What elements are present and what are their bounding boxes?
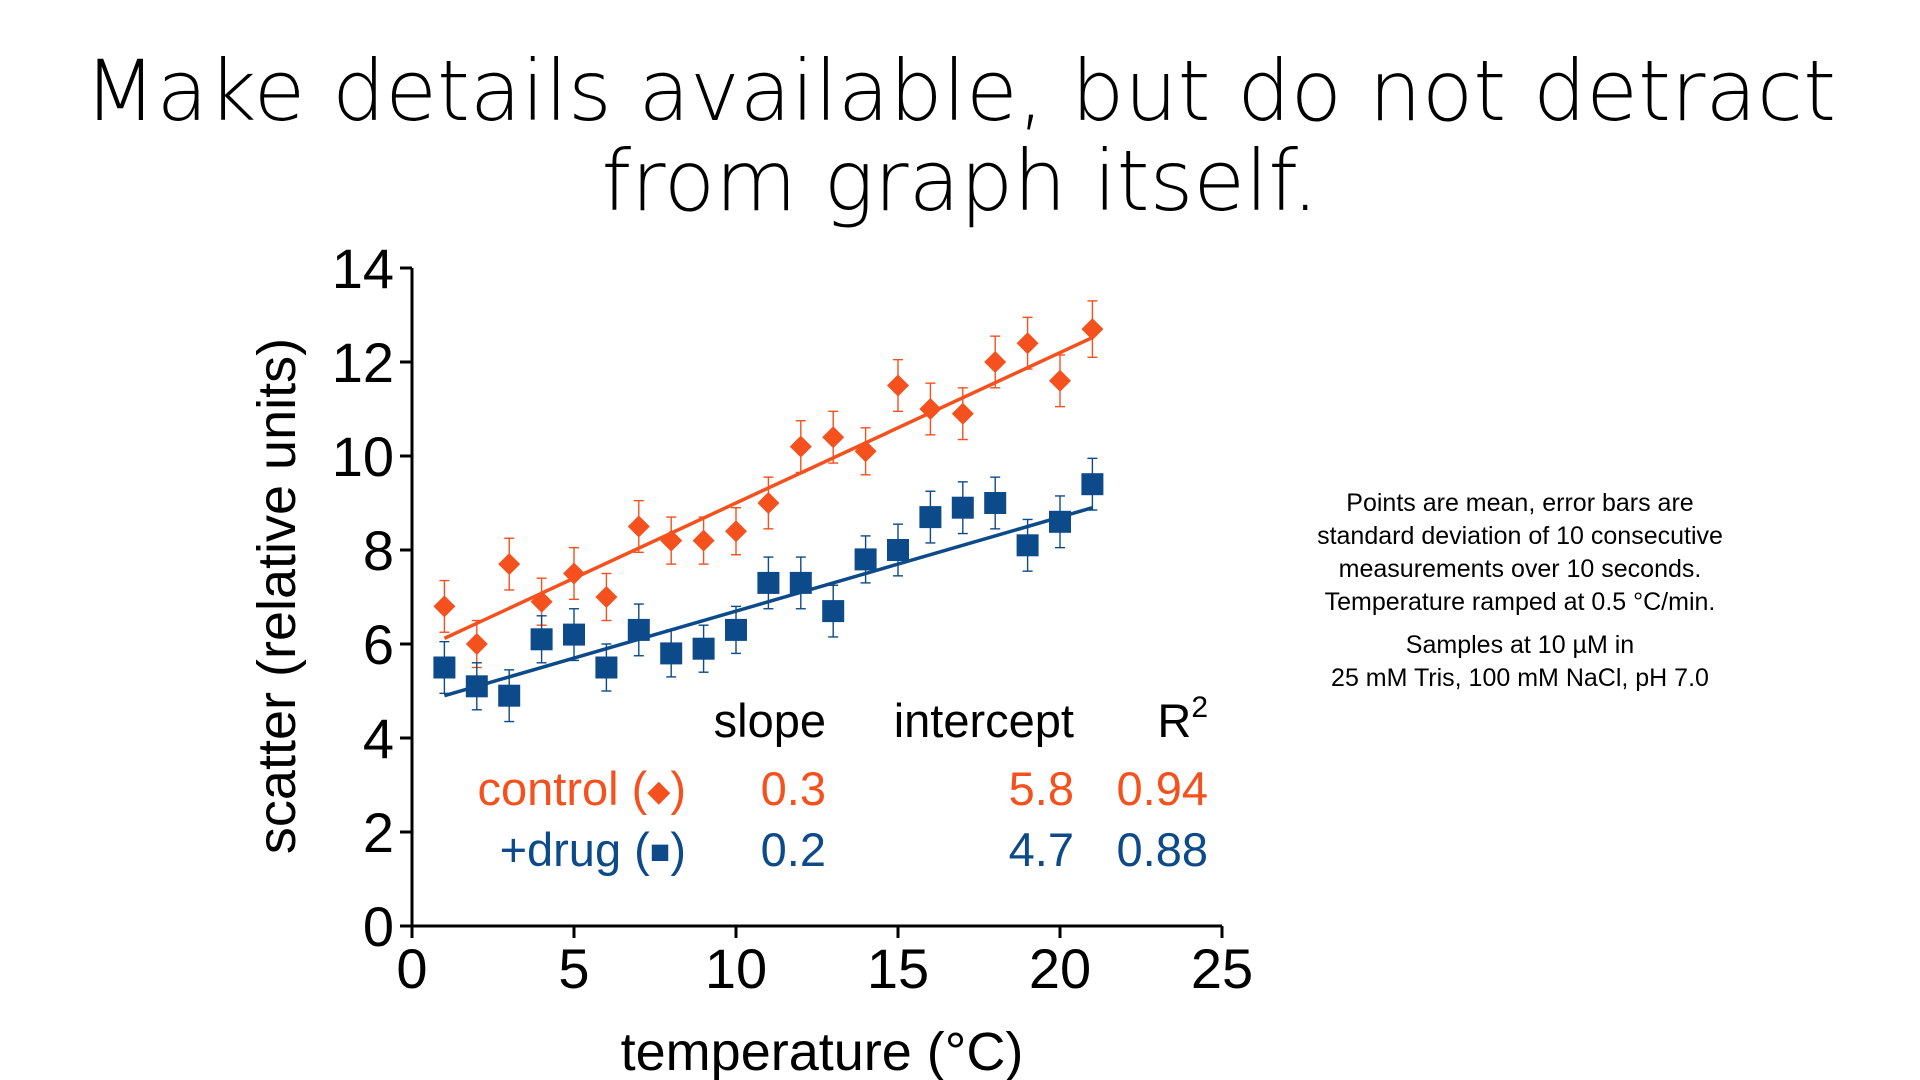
- y-tick-label: 6: [363, 613, 394, 676]
- control-data-point: [1016, 332, 1039, 355]
- drug-data-point: [951, 496, 974, 519]
- stats-row-drug-label: +drug (■): [500, 823, 686, 876]
- drug-data-point: [854, 548, 877, 571]
- chart-series: [433, 300, 1104, 723]
- drug-data-point: [595, 656, 618, 679]
- stats-row-drug-slope: 0.2: [761, 823, 826, 876]
- y-axis-label: scatter (relative units): [247, 338, 307, 854]
- stats-header-intercept: intercept: [894, 694, 1074, 747]
- stats-header-r-sup: 2: [1191, 691, 1208, 724]
- y-tick-label: 8: [363, 519, 394, 582]
- control-data-point: [627, 515, 650, 538]
- drug-data-point: [919, 506, 942, 529]
- control-data-point: [984, 351, 1007, 373]
- y-tick-label: 10: [332, 425, 394, 488]
- control-data-point: [1081, 318, 1104, 341]
- title-line-1: Make details available, but do not detra…: [83, 42, 1837, 140]
- control-data-point: [789, 435, 812, 458]
- stats-row-drug-r2: 0.88: [1117, 823, 1208, 876]
- drug-data-point: [530, 628, 553, 651]
- drug-data-point: [887, 539, 909, 561]
- x-tick-label: 20: [1029, 937, 1091, 1000]
- y-tick-label: 12: [332, 331, 394, 394]
- control-data-point: [757, 492, 780, 514]
- control-data-point: [887, 374, 909, 397]
- stats-row-control-r2: 0.94: [1117, 762, 1208, 815]
- x-tick-label: 15: [867, 937, 929, 1000]
- drug-data-point: [725, 618, 747, 641]
- series-control: [433, 300, 1104, 669]
- drug-data-point: [1016, 534, 1039, 557]
- stats-header-slope: slope: [714, 694, 826, 747]
- drug-data-point: [692, 637, 715, 660]
- control-data-point: [725, 520, 747, 543]
- control-data-point: [660, 529, 683, 552]
- note-line: standard deviation of 10 consecutive: [1317, 522, 1723, 550]
- control-data-point: [919, 398, 942, 420]
- y-tick-label: 0: [363, 895, 394, 958]
- stats-row-control-intercept: 5.8: [1009, 762, 1074, 815]
- drug-label-text: +drug (: [500, 823, 651, 876]
- y-tick-label: 14: [332, 237, 394, 300]
- drug-data-point: [627, 618, 650, 641]
- note-line: Temperature ramped at 0.5 °C/min.: [1324, 588, 1716, 616]
- x-tick-label: 10: [705, 937, 767, 1000]
- control-data-point: [951, 402, 974, 425]
- x-axis-label: temperature (°C): [621, 1022, 1024, 1080]
- drug-data-point: [563, 623, 585, 646]
- control-data-point: [433, 595, 456, 618]
- drug-data-point: [757, 571, 780, 594]
- stats-row-control-label: control (◆): [477, 762, 686, 815]
- drug-data-point: [498, 684, 521, 707]
- control-data-point: [498, 553, 521, 576]
- stats-row-control-slope: 0.3: [761, 762, 826, 815]
- drug-data-point: [433, 656, 456, 679]
- control-label-close: ): [670, 762, 686, 815]
- control-data-point: [822, 426, 845, 449]
- y-tick-label: 2: [363, 801, 394, 864]
- drug-data-point: [789, 571, 812, 594]
- drug-label-close: ): [670, 823, 686, 876]
- drug-data-point: [660, 642, 683, 665]
- drug-square-icon: ■: [650, 833, 671, 871]
- slide-title: Make details available, but do not detra…: [0, 46, 1920, 226]
- note-line: 25 mM Tris, 100 mM NaCl, pH 7.0: [1331, 664, 1709, 692]
- stats-header-r2: R2: [1157, 691, 1208, 747]
- y-tick-label: 4: [363, 707, 394, 770]
- control-data-point: [1049, 369, 1071, 392]
- stats-header-r: R: [1157, 694, 1191, 747]
- chart-axes: 0 2 4 6 8 10 12 14 0 5 10 15 20 25: [332, 237, 1253, 1000]
- control-data-point: [563, 562, 585, 585]
- drug-data-point: [822, 600, 845, 623]
- note-line: measurements over 10 seconds.: [1338, 555, 1702, 583]
- stats-table: slope intercept R2 control (◆) 0.3 5.8 0…: [477, 691, 1208, 876]
- drug-data-point: [984, 492, 1007, 514]
- title-line-2: from graph itself.: [601, 132, 1319, 230]
- control-data-point: [854, 440, 877, 463]
- methods-note: Points are mean, error bars are standard…: [1240, 487, 1800, 695]
- drug-data-point: [1049, 510, 1071, 533]
- control-data-point: [530, 590, 553, 613]
- control-diamond-icon: ◆: [647, 775, 670, 808]
- control-data-point: [595, 586, 618, 608]
- control-data-point: [692, 529, 715, 552]
- control-data-point: [465, 633, 488, 655]
- drug-data-point: [1081, 473, 1104, 496]
- series-drug: [433, 457, 1104, 723]
- x-tick-label: 5: [558, 937, 589, 1000]
- control-label-text: control (: [477, 762, 647, 815]
- note-line: Points are mean, error bars are: [1346, 489, 1694, 517]
- stats-row-drug-intercept: 4.7: [1009, 823, 1074, 876]
- drug-data-point: [465, 675, 488, 698]
- x-tick-label: 25: [1191, 937, 1253, 1000]
- note-line: Samples at 10 µM in: [1405, 631, 1635, 659]
- x-tick-label: 0: [396, 937, 427, 1000]
